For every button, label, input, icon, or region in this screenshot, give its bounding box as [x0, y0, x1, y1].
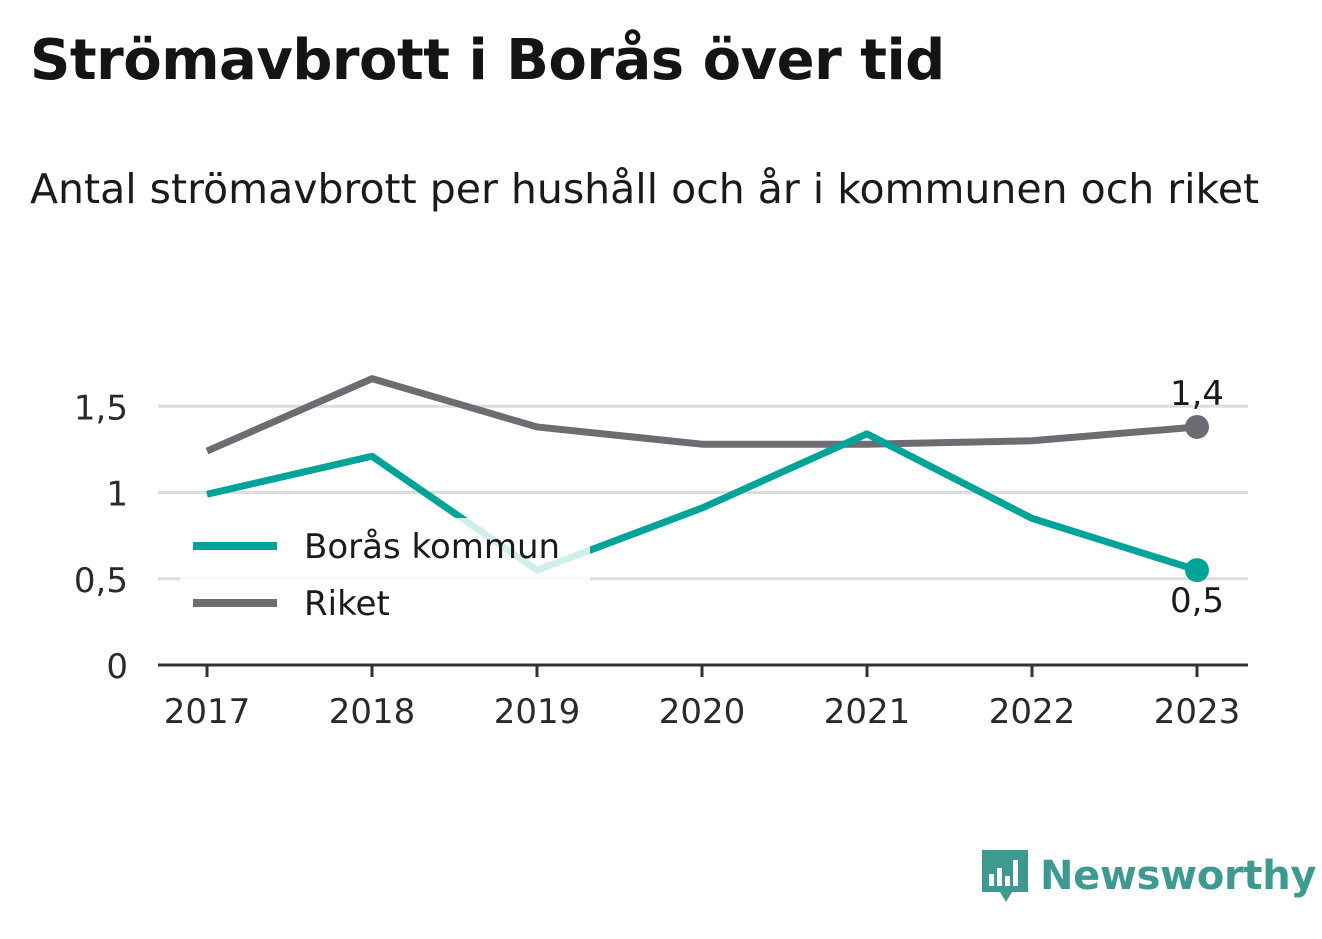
y-axis-ticks: 0 0,5 1 1,5 [74, 388, 128, 687]
x-tick-label: 2017 [164, 692, 251, 732]
bar-chart-speech-bubble-icon [982, 850, 1028, 902]
x-tick-label: 2018 [329, 692, 416, 732]
legend: Borås kommun Riket [180, 518, 590, 636]
y-tick-label: 1 [106, 475, 128, 515]
series-end-point [1185, 414, 1209, 439]
legend-background [180, 518, 590, 636]
chart-subtitle: Antal strömavbrott per hushåll och år i … [30, 165, 1260, 213]
x-tick-label: 2019 [494, 692, 581, 732]
series-line [206, 430, 1199, 574]
y-tick-label: 1,5 [74, 388, 128, 428]
end-label-boras: 0,5 [1170, 581, 1224, 621]
brand-logo: Newsworthy [980, 846, 1317, 906]
legend-label: Borås kommun [304, 527, 560, 567]
y-tick-label: 0 [106, 647, 128, 687]
series-line [205, 375, 1198, 455]
series-lines [205, 375, 1209, 583]
x-tick-label: 2021 [824, 692, 911, 732]
end-label-riket: 1,4 [1170, 374, 1224, 414]
x-axis: 2017 2018 2019 2020 2021 2022 2023 [158, 663, 1248, 732]
x-tick-label: 2022 [989, 692, 1076, 732]
brand-name: Newsworthy [1040, 853, 1317, 899]
x-tick-label: 2023 [1154, 692, 1241, 732]
y-tick-label: 0,5 [74, 561, 128, 601]
series-end-point [1185, 558, 1209, 583]
end-labels: 1,4 0,5 [1170, 374, 1224, 621]
chart-title: Strömavbrott i Borås över tid [30, 28, 945, 93]
legend-label: Riket [304, 584, 390, 624]
x-tick-label: 2020 [659, 692, 746, 732]
